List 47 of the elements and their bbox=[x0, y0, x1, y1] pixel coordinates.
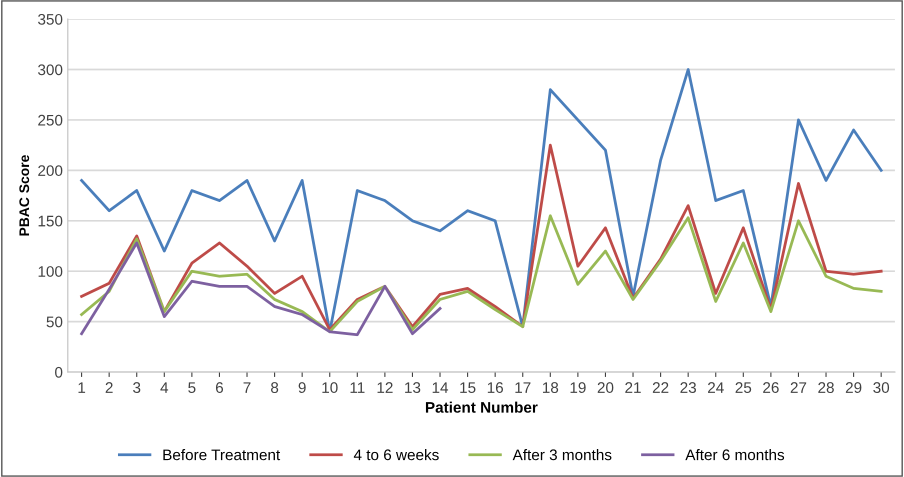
y-tick-label: 250 bbox=[38, 114, 62, 126]
y-tick-label: 200 bbox=[38, 165, 62, 176]
x-tick-label: 21 bbox=[625, 382, 641, 393]
x-tick-label: 10 bbox=[322, 382, 338, 394]
x-tick-label: 23 bbox=[680, 382, 696, 394]
y-tick-label: 350 bbox=[38, 14, 62, 25]
y-tick-label: 300 bbox=[38, 64, 62, 76]
x-tick-label: 28 bbox=[818, 382, 834, 394]
x-tick-label: 25 bbox=[736, 382, 752, 394]
legend-label: 4 to 6 weeks bbox=[354, 449, 439, 460]
x-tick-label: 11 bbox=[350, 382, 364, 393]
x-tick-label: 16 bbox=[488, 382, 503, 394]
y-tick-label: 50 bbox=[46, 316, 62, 328]
y-axis-title: PBAC Score bbox=[19, 155, 30, 236]
y-tick-label: 0 bbox=[55, 366, 62, 378]
x-tick-label: 24 bbox=[708, 382, 724, 393]
legend-label: After 3 months bbox=[512, 449, 612, 460]
x-tick-label: 20 bbox=[598, 382, 614, 394]
x-tick-label: 7 bbox=[244, 382, 250, 393]
x-tick-label: 17 bbox=[515, 382, 530, 393]
legend-label: After 6 months bbox=[685, 449, 784, 460]
x-tick-label: 14 bbox=[432, 382, 448, 393]
x-tick-label: 13 bbox=[405, 382, 420, 394]
x-tick-label: 5 bbox=[188, 382, 196, 394]
y-tick-label: 150 bbox=[38, 216, 62, 226]
x-tick-label: 18 bbox=[542, 382, 558, 394]
x-axis-title: Patient Number bbox=[426, 402, 538, 413]
x-tick-label: 30 bbox=[873, 382, 890, 394]
legend-label: Before Treatment bbox=[163, 449, 280, 460]
x-tick-label: 22 bbox=[652, 382, 668, 393]
x-tick-label: 4 bbox=[160, 382, 168, 393]
x-tick-label: 27 bbox=[790, 382, 806, 393]
x-tick-label: 9 bbox=[298, 382, 306, 394]
line-series bbox=[80, 242, 442, 336]
x-tick-label: 12 bbox=[378, 382, 393, 393]
x-tick-label: 1 bbox=[78, 382, 86, 393]
x-tick-label: 19 bbox=[570, 382, 586, 394]
x-tick-label: 6 bbox=[216, 382, 224, 394]
y-tick-label: 100 bbox=[38, 266, 62, 277]
x-tick-label: 8 bbox=[271, 382, 278, 394]
x-tick-label: 15 bbox=[460, 382, 476, 394]
line-series bbox=[80, 214, 883, 334]
x-tick-label: 2 bbox=[106, 382, 113, 393]
x-tick-label: 29 bbox=[846, 382, 862, 394]
x-tick-label: 26 bbox=[763, 382, 779, 394]
line-series bbox=[80, 68, 883, 334]
x-tick-label: 3 bbox=[133, 382, 140, 394]
